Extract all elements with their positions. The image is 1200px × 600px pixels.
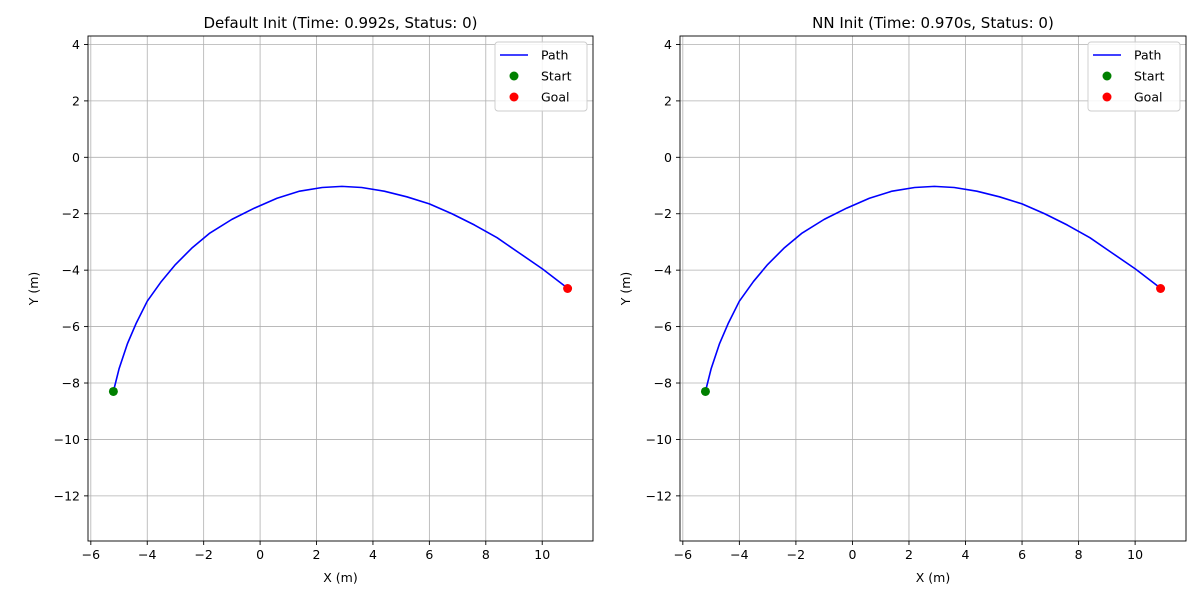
x-tick-label: 2 xyxy=(905,547,913,562)
y-axis-label: Y (m) xyxy=(26,272,41,307)
marker-goal xyxy=(1156,284,1166,293)
y-tick-label: −8 xyxy=(62,376,80,391)
chart-title: Default Init (Time: 0.992s, Status: 0) xyxy=(203,14,477,32)
y-tick-label: 2 xyxy=(664,93,672,108)
x-tick-label: 4 xyxy=(369,547,377,562)
y-tick-label: −2 xyxy=(62,206,80,221)
y-tick-label: −6 xyxy=(654,319,672,334)
y-tick-label: 0 xyxy=(72,150,80,165)
x-tick-label: 8 xyxy=(1075,547,1083,562)
legend-swatch-start xyxy=(509,71,519,81)
y-tick-label: 2 xyxy=(72,93,80,108)
legend-label-goal: Goal xyxy=(541,90,569,105)
y-tick-label: −12 xyxy=(54,488,80,503)
y-tick-label: −12 xyxy=(646,488,672,503)
marker-goal xyxy=(563,284,573,293)
x-tick-label: 2 xyxy=(313,547,321,562)
legend-swatch-goal xyxy=(1102,92,1112,102)
axes-frame xyxy=(679,35,1187,542)
y-tick-label: −6 xyxy=(62,319,80,334)
x-axis-label: X (m) xyxy=(323,570,357,585)
x-tick-label: −6 xyxy=(674,547,692,562)
x-tick-label: 10 xyxy=(534,547,550,562)
y-axis-label: Y (m) xyxy=(618,272,633,307)
legend-label-goal: Goal xyxy=(1134,90,1162,105)
legend-label-start: Start xyxy=(541,69,572,84)
marker-start xyxy=(700,386,710,396)
x-tick-label: −4 xyxy=(138,547,156,562)
legend-box xyxy=(1087,41,1181,112)
x-tick-label: 10 xyxy=(1127,547,1143,562)
x-tick-label: −2 xyxy=(787,547,805,562)
x-tick-label: −4 xyxy=(730,547,748,562)
legend-label-path: Path xyxy=(541,48,568,63)
legend-label-path: Path xyxy=(1134,48,1161,63)
marker-start xyxy=(108,386,118,396)
series-line-path xyxy=(112,185,567,392)
y-tick-label: −4 xyxy=(654,263,672,278)
y-tick-label: −8 xyxy=(654,376,672,391)
y-tick-label: −10 xyxy=(646,432,672,447)
legend: Path Start Goal xyxy=(1087,41,1181,112)
x-tick-label: −2 xyxy=(194,547,212,562)
subplot-2: −6 −4 −2 0 2 4 6 8 10 −12 −10 −8 −6 −4 −2 0 2 4 NN Init (T… xyxy=(618,14,1187,585)
y-tick-label: 0 xyxy=(664,150,672,165)
x-tick-label: 6 xyxy=(425,547,433,562)
x-tick-label: −6 xyxy=(82,547,100,562)
chart-title: NN Init (Time: 0.970s, Status: 0) xyxy=(812,14,1054,32)
legend-label-start: Start xyxy=(1134,69,1165,84)
legend-swatch-start xyxy=(1102,71,1112,81)
axes-frame xyxy=(87,35,594,542)
x-tick-label: 0 xyxy=(848,547,856,562)
legend-box xyxy=(494,41,588,112)
subplot-1: −6 −4 −2 0 2 4 6 8 10 −12 −10 −8 −6 −4 −2 0 2 4 Default In… xyxy=(26,14,594,585)
y-tick-label: −10 xyxy=(54,432,80,447)
x-axis-label: X (m) xyxy=(916,570,950,585)
x-tick-label: 6 xyxy=(1018,547,1026,562)
y-tick-label: 4 xyxy=(664,37,672,52)
series-line-path xyxy=(704,185,1160,392)
y-tick-label: 4 xyxy=(72,37,80,52)
x-tick-label: 0 xyxy=(256,547,264,562)
legend: Path Start Goal xyxy=(494,41,588,112)
y-tick-label: −4 xyxy=(62,263,80,278)
legend-swatch-goal xyxy=(509,92,519,102)
x-tick-label: 8 xyxy=(482,547,490,562)
x-tick-label: 4 xyxy=(962,547,970,562)
y-tick-label: −2 xyxy=(654,206,672,221)
